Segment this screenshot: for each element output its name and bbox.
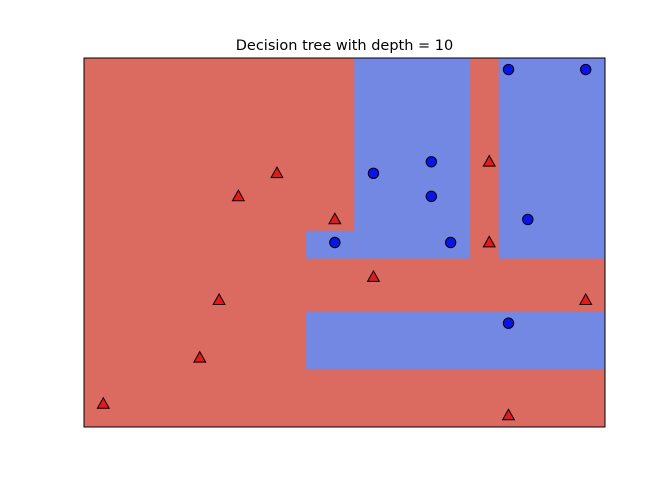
circle-point-2 xyxy=(367,167,380,180)
triangle-point-1 xyxy=(96,396,111,409)
triangle-point-8 xyxy=(482,154,496,167)
circle-point-6 xyxy=(502,63,515,76)
triangle-point-10 xyxy=(501,408,516,421)
circle-point-8 xyxy=(522,213,534,226)
triangle-point-7 xyxy=(366,269,381,282)
decision-region-3 xyxy=(498,58,605,259)
decision-region-4 xyxy=(305,311,605,370)
circle-point-9 xyxy=(502,317,515,329)
circle-point-3 xyxy=(425,156,438,168)
decision-region-1 xyxy=(354,58,470,259)
chart-title: Decision tree with depth = 10 xyxy=(236,38,454,54)
plot-area xyxy=(83,57,606,428)
triangle-point-11 xyxy=(578,292,593,305)
triangle-point-3 xyxy=(212,292,226,305)
triangle-point-6 xyxy=(328,212,342,225)
triangle-point-5 xyxy=(270,166,284,179)
circle-point-5 xyxy=(444,236,457,249)
circle-point-7 xyxy=(580,63,592,76)
circle-point-4 xyxy=(425,190,438,203)
circle-point-1 xyxy=(329,236,341,249)
triangle-point-2 xyxy=(193,350,207,363)
triangle-point-4 xyxy=(231,189,246,202)
axes-frame xyxy=(83,57,606,428)
triangle-point-9 xyxy=(482,235,496,248)
